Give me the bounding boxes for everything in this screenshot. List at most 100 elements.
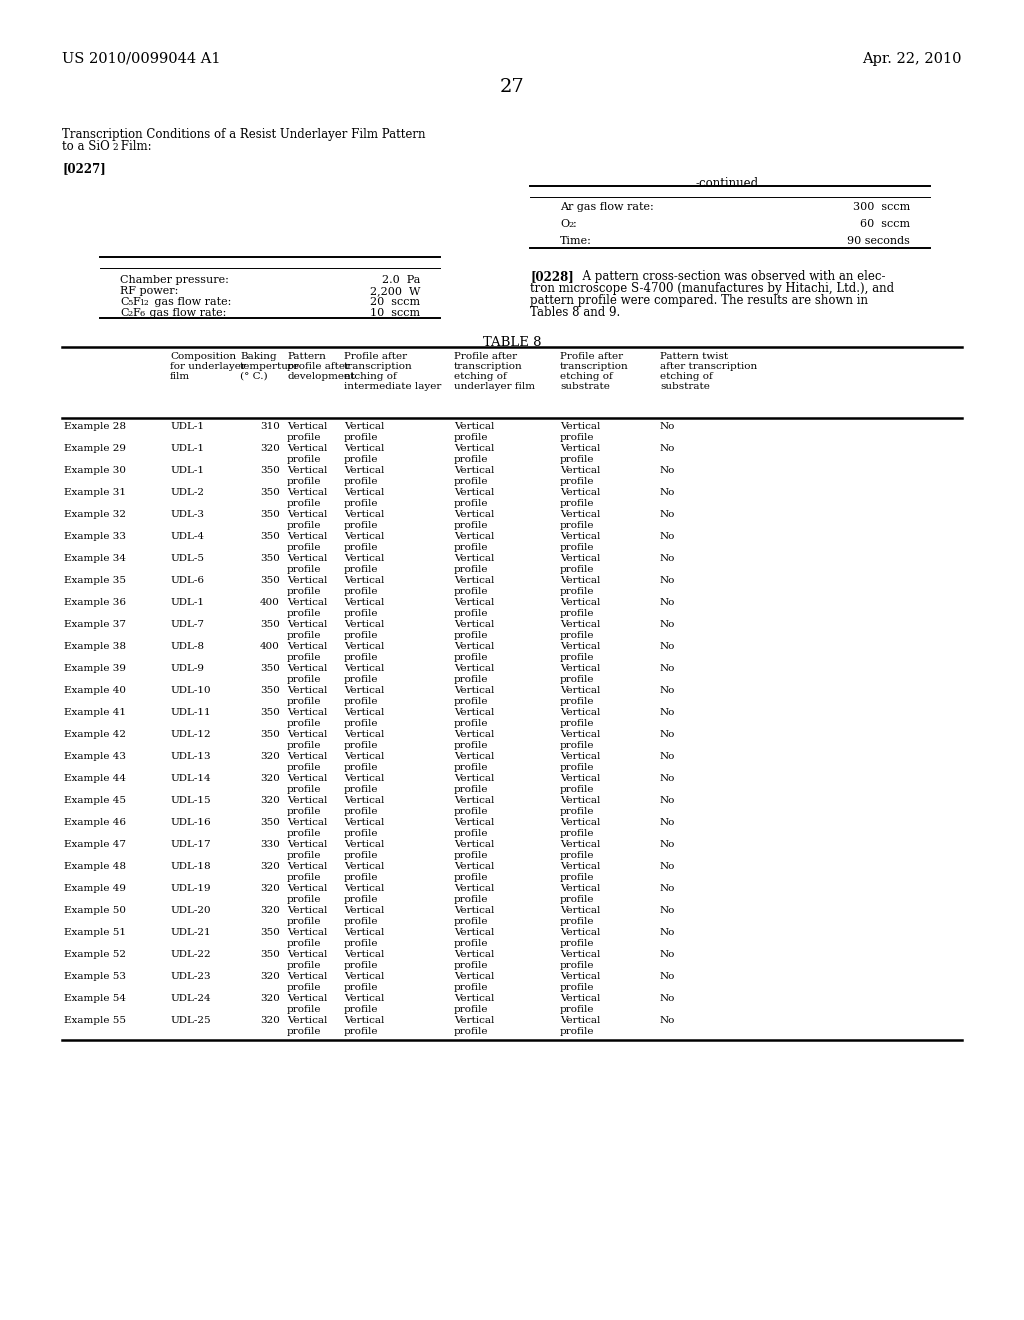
Text: profile: profile [287, 675, 322, 684]
Text: profile: profile [287, 631, 322, 640]
Text: 2,200  W: 2,200 W [370, 286, 420, 296]
Text: Vertical: Vertical [560, 928, 600, 937]
Text: profile: profile [344, 917, 379, 927]
Text: profile: profile [344, 763, 379, 772]
Text: profile: profile [287, 741, 322, 750]
Text: UDL-8: UDL-8 [170, 642, 204, 651]
Text: profile: profile [344, 807, 379, 816]
Text: Vertical: Vertical [287, 422, 328, 432]
Text: 320: 320 [260, 906, 280, 915]
Text: Vertical: Vertical [454, 422, 495, 432]
Text: Vertical: Vertical [560, 840, 600, 849]
Text: Example 40: Example 40 [63, 686, 126, 696]
Text: Vertical: Vertical [454, 928, 495, 937]
Text: profile: profile [287, 455, 322, 465]
Text: 6: 6 [139, 310, 144, 318]
Text: Vertical: Vertical [454, 488, 495, 498]
Text: (° C.): (° C.) [240, 372, 267, 381]
Text: 400: 400 [260, 642, 280, 651]
Text: profile: profile [344, 873, 379, 882]
Text: Profile after: Profile after [344, 352, 408, 360]
Text: profile: profile [287, 829, 322, 838]
Text: Vertical: Vertical [560, 576, 600, 585]
Text: Vertical: Vertical [287, 928, 328, 937]
Text: Vertical: Vertical [560, 752, 600, 762]
Text: UDL-14: UDL-14 [170, 774, 211, 783]
Text: Vertical: Vertical [287, 488, 328, 498]
Text: 350: 350 [260, 510, 280, 519]
Text: profile: profile [454, 433, 488, 442]
Text: profile: profile [560, 675, 595, 684]
Text: Ar gas flow rate:: Ar gas flow rate: [560, 202, 653, 213]
Text: pattern profile were compared. The results are shown in: pattern profile were compared. The resul… [530, 294, 868, 308]
Text: 320: 320 [260, 884, 280, 894]
Text: profile: profile [454, 763, 488, 772]
Text: Vertical: Vertical [560, 708, 600, 717]
Text: Vertical: Vertical [287, 664, 328, 673]
Text: Vertical: Vertical [287, 994, 328, 1003]
Text: profile: profile [560, 785, 595, 795]
Text: to a SiO: to a SiO [62, 140, 110, 153]
Text: Example 28: Example 28 [63, 422, 126, 432]
Text: profile: profile [560, 587, 595, 597]
Text: Vertical: Vertical [287, 576, 328, 585]
Text: profile: profile [344, 675, 379, 684]
Text: 12: 12 [139, 300, 148, 308]
Text: Vertical: Vertical [454, 510, 495, 519]
Text: Pattern: Pattern [287, 352, 326, 360]
Text: No: No [660, 994, 676, 1003]
Text: Vertical: Vertical [560, 444, 600, 453]
Text: No: No [660, 466, 676, 475]
Text: Vertical: Vertical [560, 950, 600, 960]
Text: Vertical: Vertical [454, 1016, 495, 1026]
Text: Vertical: Vertical [344, 950, 384, 960]
Text: Vertical: Vertical [287, 840, 328, 849]
Text: 350: 350 [260, 466, 280, 475]
Text: 320: 320 [260, 796, 280, 805]
Text: Vertical: Vertical [344, 466, 384, 475]
Text: Vertical: Vertical [560, 774, 600, 783]
Text: No: No [660, 488, 676, 498]
Text: C: C [120, 308, 128, 318]
Text: profile: profile [287, 1005, 322, 1014]
Text: 300  sccm: 300 sccm [853, 202, 910, 213]
Text: UDL-16: UDL-16 [170, 818, 211, 828]
Text: Vertical: Vertical [287, 950, 328, 960]
Text: profile: profile [344, 521, 379, 531]
Text: No: No [660, 620, 676, 630]
Text: Vertical: Vertical [560, 1016, 600, 1026]
Text: No: No [660, 950, 676, 960]
Text: profile: profile [454, 543, 488, 552]
Text: No: No [660, 774, 676, 783]
Text: Example 30: Example 30 [63, 466, 126, 475]
Text: UDL-9: UDL-9 [170, 664, 204, 673]
Text: Vertical: Vertical [287, 642, 328, 651]
Text: profile: profile [454, 741, 488, 750]
Text: US 2010/0099044 A1: US 2010/0099044 A1 [62, 51, 220, 66]
Text: Pattern twist: Pattern twist [660, 352, 728, 360]
Text: Vertical: Vertical [344, 598, 384, 607]
Text: Example 35: Example 35 [63, 576, 126, 585]
Text: profile: profile [454, 873, 488, 882]
Text: profile: profile [454, 917, 488, 927]
Text: Vertical: Vertical [560, 906, 600, 915]
Text: UDL-15: UDL-15 [170, 796, 211, 805]
Text: UDL-25: UDL-25 [170, 1016, 211, 1026]
Text: profile: profile [287, 477, 322, 486]
Text: UDL-1: UDL-1 [170, 466, 204, 475]
Text: profile: profile [454, 455, 488, 465]
Text: O: O [560, 219, 569, 228]
Text: Vertical: Vertical [454, 796, 495, 805]
Text: 350: 350 [260, 950, 280, 960]
Text: Profile after: Profile after [560, 352, 624, 360]
Text: UDL-23: UDL-23 [170, 972, 211, 981]
Text: UDL-24: UDL-24 [170, 994, 211, 1003]
Text: 320: 320 [260, 774, 280, 783]
Text: 400: 400 [260, 598, 280, 607]
Text: profile: profile [454, 961, 488, 970]
Text: profile: profile [287, 565, 322, 574]
Text: Vertical: Vertical [344, 444, 384, 453]
Text: 350: 350 [260, 818, 280, 828]
Text: Chamber pressure:: Chamber pressure: [120, 275, 229, 285]
Text: 27: 27 [500, 78, 524, 96]
